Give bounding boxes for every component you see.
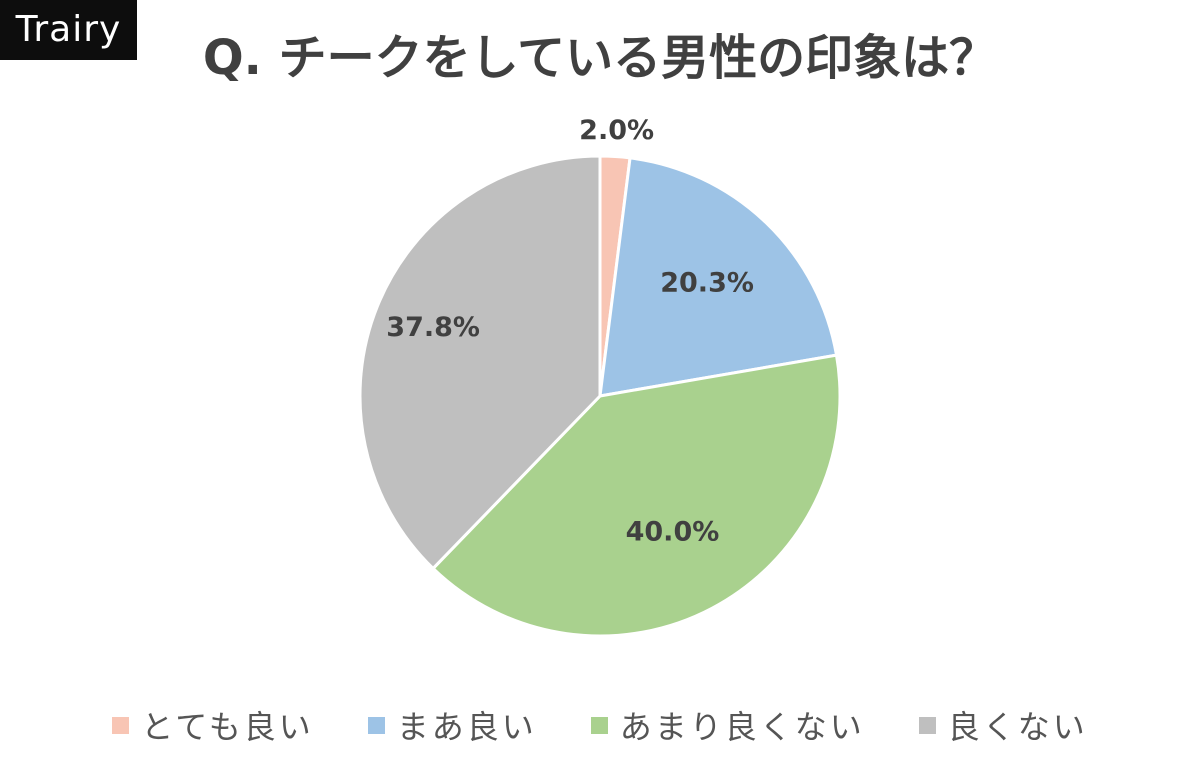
slice-not-very-good xyxy=(430,353,842,638)
pie-data-labels: 2.0% 20.3% 40.0% 37.8% xyxy=(386,115,754,548)
brand-logo: Trairy xyxy=(0,0,137,60)
data-label: 2.0% xyxy=(579,115,654,146)
data-label: 40.0% xyxy=(626,517,720,548)
legend-swatch xyxy=(367,716,385,734)
legend-swatch xyxy=(112,716,130,734)
legend-item-fairly-good: まあ良い xyxy=(367,702,537,748)
legend-swatch xyxy=(918,716,936,734)
legend-swatch xyxy=(590,716,608,734)
legend-label: まあ良い xyxy=(396,708,537,746)
legend-label: とても良い xyxy=(141,708,314,746)
data-label: 37.8% xyxy=(386,312,480,343)
chart-title: Q. チークをしている男性の印象は？ xyxy=(202,30,998,86)
slice-not-good xyxy=(358,154,602,571)
legend-item-very-good: とても良い xyxy=(112,702,313,748)
legend-item-not-very-good: あまり良くない xyxy=(590,702,865,748)
legend-label: 良くない xyxy=(947,708,1088,746)
data-label: 20.3% xyxy=(660,267,754,298)
pie-slices xyxy=(358,154,842,638)
legend-item-not-good: 良くない xyxy=(918,702,1088,748)
slice-fairly-good xyxy=(598,156,839,398)
legend-label: あまり良くない xyxy=(619,708,865,746)
chart-legend: とても良い まあ良い あまり良くない 良くない xyxy=(0,700,1200,750)
